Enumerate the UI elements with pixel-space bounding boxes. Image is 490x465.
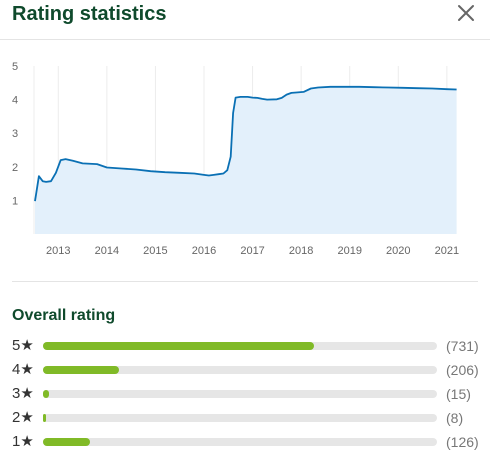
rating-history-chart: 1 2 3 4 5 2013 2014 2015 2016 2017 2018 2019 2020 202…: [12, 61, 459, 257]
rating-bar-fill: [43, 414, 46, 422]
y-tick-label: 4: [12, 95, 18, 107]
rating-bar-track: [43, 366, 437, 374]
rating-count: (731): [446, 338, 479, 354]
rating-count: (8): [446, 410, 464, 426]
rating-row: 2★ (8): [0, 406, 490, 430]
rating-bar-track: [43, 390, 437, 398]
overall-rating-title: Overall rating: [12, 307, 116, 324]
rating-area-fill: [35, 86, 457, 234]
rating-bar-fill: [43, 438, 90, 446]
rating-bar-track: [43, 414, 437, 422]
x-tick-label: 2021: [435, 245, 459, 257]
y-tick-label: 1: [12, 195, 18, 207]
rating-star-label: 1★: [12, 433, 34, 450]
rating-row: 5★ (731): [0, 334, 490, 358]
x-tick-label: 2013: [46, 245, 70, 257]
x-tick-label: 2020: [386, 245, 410, 257]
y-tick-label: 3: [12, 128, 18, 140]
rating-row: 4★ (206): [0, 358, 490, 382]
dialog-title: Rating statistics: [12, 3, 167, 25]
rating-row: 1★ (126): [0, 430, 490, 454]
rating-star-label: 5★: [12, 337, 34, 354]
rating-count: (15): [446, 386, 471, 402]
rating-bar-track: [43, 438, 437, 446]
x-tick-label: 2018: [289, 245, 313, 257]
rating-count: (206): [446, 362, 479, 378]
close-icon: [458, 5, 474, 21]
rating-row: 3★ (15): [0, 382, 490, 406]
rating-star-label: 2★: [12, 409, 34, 426]
rating-bar-track: [43, 342, 437, 350]
x-tick-label: 2016: [192, 245, 216, 257]
rating-count: (126): [446, 434, 479, 450]
header-divider: [0, 39, 490, 40]
rating-star-label: 3★: [12, 385, 34, 402]
rating-star-label: 4★: [12, 361, 34, 378]
x-tick-label: 2017: [240, 245, 264, 257]
y-tick-label: 2: [12, 162, 18, 174]
rating-bar-fill: [43, 342, 315, 350]
close-button[interactable]: [456, 3, 476, 23]
x-tick-label: 2019: [337, 245, 361, 257]
x-tick-label: 2015: [143, 245, 167, 257]
rating-bar-fill: [43, 366, 120, 374]
x-tick-label: 2014: [95, 245, 119, 257]
rating-bar-fill: [43, 390, 49, 398]
rating-line: [34, 85, 457, 202]
y-tick-label: 5: [12, 61, 18, 73]
section-divider: [12, 281, 478, 282]
